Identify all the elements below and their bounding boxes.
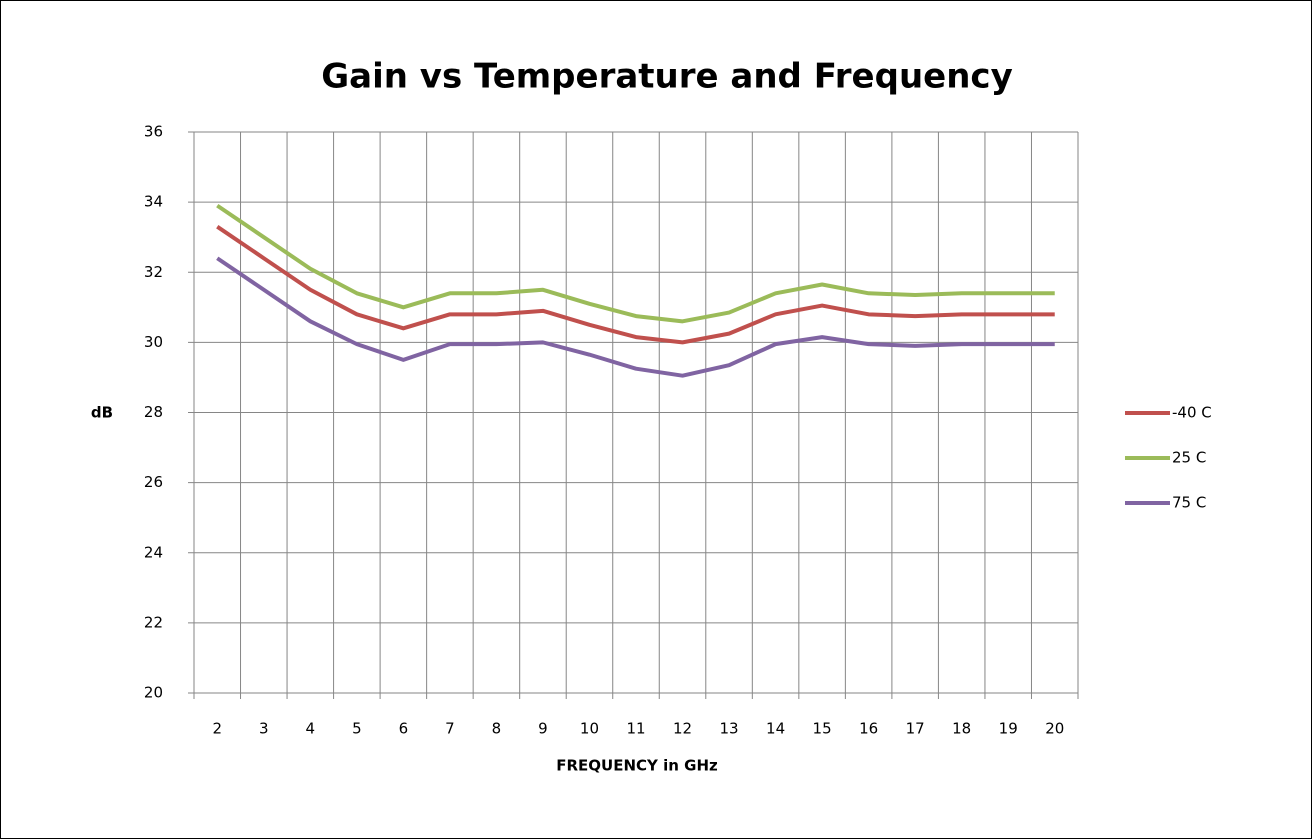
- x-tick-label: 6: [399, 720, 409, 738]
- x-axis-title: FREQUENCY in GHz: [556, 757, 718, 775]
- x-tick-label: 3: [259, 720, 269, 738]
- x-tick-label: 2: [212, 720, 222, 738]
- y-tick-label: 30: [144, 333, 163, 351]
- x-tick-label: 7: [445, 720, 455, 738]
- legend-label: 75 C: [1172, 494, 1206, 512]
- x-tick-label: 20: [1045, 720, 1064, 738]
- x-tick-label: 19: [999, 720, 1018, 738]
- x-tick-label: 14: [766, 720, 785, 738]
- y-tick-label: 34: [144, 193, 163, 211]
- y-tick-label: 26: [144, 473, 163, 491]
- x-tick-label: 10: [580, 720, 599, 738]
- y-tick-label: 20: [144, 684, 163, 702]
- y-tick-label: 22: [144, 613, 163, 631]
- x-tick-label: 17: [906, 720, 925, 738]
- y-tick-label: 36: [144, 123, 163, 141]
- x-tick-label: 18: [952, 720, 971, 738]
- y-tick-label: 28: [144, 403, 163, 421]
- chart-title: Gain vs Temperature and Frequency: [321, 57, 1013, 97]
- x-tick-label: 16: [859, 720, 878, 738]
- series-line: [216, 225, 1055, 345]
- x-tick-label: 5: [352, 720, 362, 738]
- x-tick-label: 12: [673, 720, 692, 738]
- x-tick-label: 11: [626, 720, 645, 738]
- y-tick-label: 24: [144, 543, 163, 561]
- legend-label: 25 C: [1172, 449, 1206, 467]
- series-line: [216, 203, 1055, 324]
- x-tick-label: 13: [720, 720, 739, 738]
- x-tick-label: 9: [538, 720, 548, 738]
- y-axis-title: dB: [91, 404, 113, 422]
- y-tick-label: 32: [144, 263, 163, 281]
- series-line: [216, 256, 1055, 378]
- x-tick-label: 4: [306, 720, 316, 738]
- legend-label: -40 C: [1172, 404, 1212, 422]
- x-tick-label: 8: [492, 720, 502, 738]
- x-tick-label: 15: [813, 720, 832, 738]
